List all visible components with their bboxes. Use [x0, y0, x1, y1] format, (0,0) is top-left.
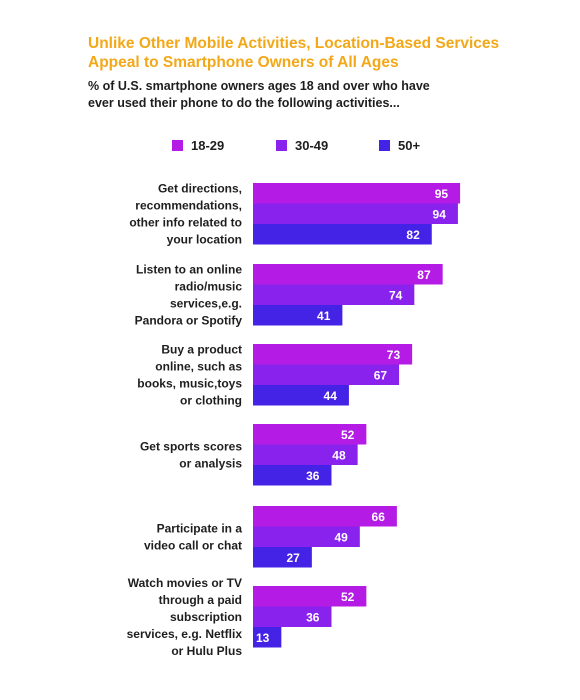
category-label-line: recommendations, [135, 198, 242, 212]
chart-subtitle-line-1: % of U.S. smartphone owners ages 18 and … [88, 79, 430, 93]
legend-label-18-29: 18-29 [191, 138, 225, 153]
bar-value-label: 27 [287, 551, 301, 565]
category-label: Listen to an online radio/music services,e… [135, 262, 243, 327]
bar-18-29 [253, 586, 367, 607]
bar-value-label: 94 [433, 207, 447, 221]
bar-50-plus [253, 305, 343, 326]
bar-30-49 [253, 606, 332, 627]
bar-30-49 [253, 203, 458, 224]
chart-title-line-2: Appeal to Smartphone Owners of All Ages [88, 54, 399, 71]
category-label-line: online, such as [155, 359, 242, 373]
bar-value-label: 66 [372, 510, 386, 524]
category-label: Participate in a video call or chat [144, 521, 242, 552]
category-label-line: or analysis [179, 456, 242, 470]
category-label-line: your location [167, 232, 242, 246]
bar-18-29 [253, 183, 461, 204]
bar-18-29 [253, 506, 397, 527]
chart-subtitle: % of U.S. smartphone owners ages 18 and … [88, 78, 508, 112]
bar-value-label: 36 [306, 469, 320, 483]
bar-value-label: 48 [332, 448, 346, 462]
bar-30-49 [253, 364, 400, 385]
legend-swatch-18-29 [172, 140, 183, 151]
chart-legend: 18-29 30-49 50+ [0, 138, 580, 158]
legend-item-50-plus: 50+ [379, 138, 420, 153]
category-label-line: through a paid [159, 593, 242, 607]
bar-value-label: 73 [387, 348, 401, 362]
category-label-line: books, music,toys [137, 376, 242, 390]
category-label-line: Participate in a [157, 521, 243, 535]
category-label-line: Get sports scores [140, 439, 242, 453]
category-label-line: subscription [170, 610, 242, 624]
category-label-line: or clothing [180, 393, 242, 407]
category-label-line: services,e.g. [170, 296, 242, 310]
bar-value-label: 49 [334, 530, 348, 544]
category-label-line: video call or chat [144, 538, 242, 552]
bar-value-label: 95 [435, 187, 449, 201]
bar-18-29 [253, 264, 443, 285]
bar-50-plus [253, 465, 332, 486]
category-label-line: Get directions, [158, 181, 242, 195]
bar-value-label: 52 [341, 590, 355, 604]
bar-value-label: 36 [306, 610, 320, 624]
category-label-line: Watch movies or TV [128, 576, 242, 590]
bar-30-49 [253, 526, 360, 547]
bar-value-label: 52 [341, 428, 355, 442]
legend-swatch-50-plus [379, 140, 390, 151]
category-label: Watch movies or TV through a paid subscrip… [127, 576, 243, 658]
bar-30-49 [253, 444, 358, 465]
legend-item-30-49: 30-49 [276, 138, 328, 153]
chart-title: Unlike Other Mobile Activities, Location… [88, 34, 528, 72]
category-label-line: Buy a product [161, 342, 242, 356]
legend-item-18-29: 18-29 [172, 138, 224, 153]
category-label: Get sports scores or analysis [140, 439, 242, 470]
bar-value-label: 44 [324, 389, 338, 403]
legend-swatch-30-49 [276, 140, 287, 151]
category-label-line: services, e.g. Netflix [127, 627, 243, 641]
category-label-line: Listen to an online [136, 262, 242, 276]
chart-title-line-1: Unlike Other Mobile Activities, Location… [88, 35, 500, 52]
category-label-line: radio/music [175, 279, 243, 293]
bar-18-29 [253, 344, 413, 365]
legend-label-30-49: 30-49 [295, 138, 329, 153]
bar-value-label: 67 [374, 368, 388, 382]
bar-18-29 [253, 424, 367, 445]
bar-50-plus [253, 627, 282, 648]
bar-value-label: 74 [389, 288, 403, 302]
category-label: Buy a product online, such as books, music… [137, 342, 242, 407]
bar-50-plus [253, 224, 432, 245]
bar-value-label: 41 [317, 309, 331, 323]
bar-value-label: 82 [406, 228, 420, 242]
legend-label-50-plus: 50+ [398, 138, 421, 153]
bar-value-label: 87 [417, 268, 431, 282]
bar-value-label: 13 [256, 631, 270, 645]
category-label: Get directions, recommendations, other inf… [129, 181, 242, 246]
bar-30-49 [253, 284, 415, 305]
category-label-line: other info related to [129, 215, 242, 229]
bar-50-plus [253, 385, 349, 406]
category-label-line: or Hulu Plus [171, 644, 242, 658]
category-label-line: Pandora or Spotify [135, 313, 243, 327]
chart-subtitle-line-2: ever used their phone to do the followin… [88, 96, 400, 110]
bar-50-plus [253, 547, 312, 568]
